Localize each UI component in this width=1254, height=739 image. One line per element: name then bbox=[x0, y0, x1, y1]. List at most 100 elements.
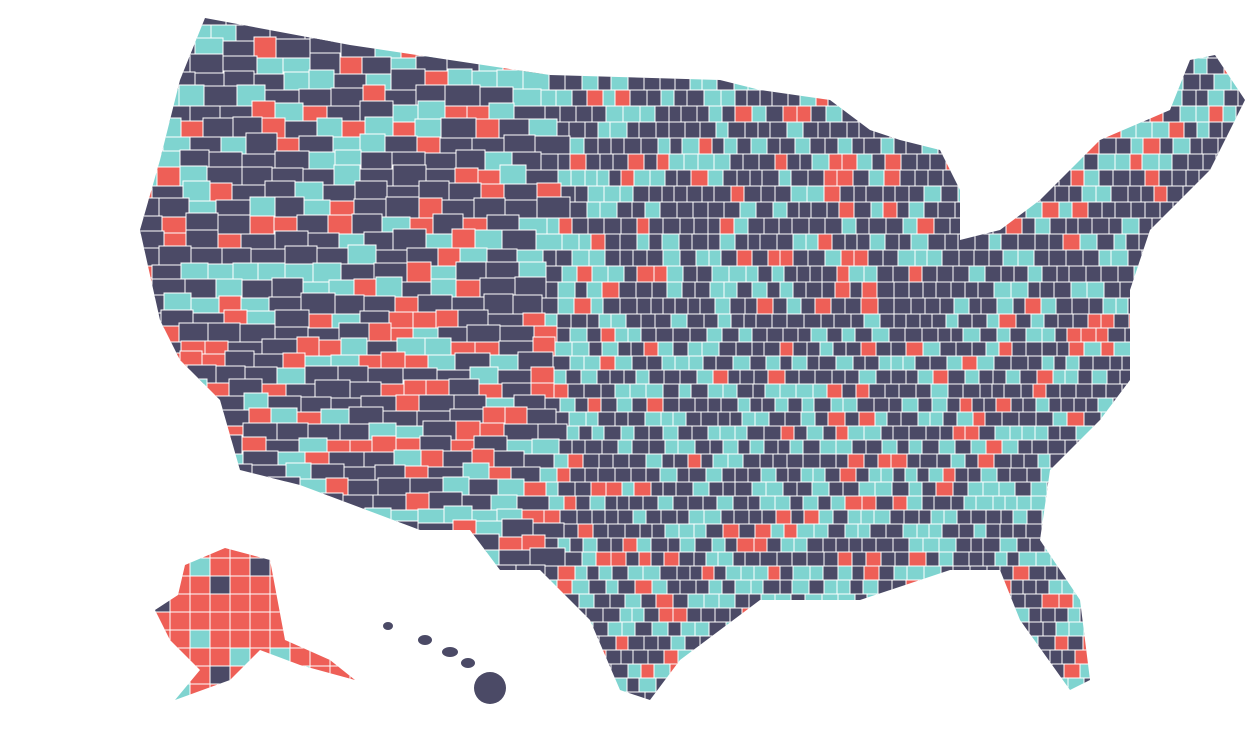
county bbox=[381, 593, 416, 609]
county bbox=[599, 355, 616, 371]
county bbox=[678, 397, 696, 413]
county bbox=[708, 249, 722, 267]
county bbox=[708, 105, 723, 123]
county bbox=[719, 217, 735, 235]
county bbox=[541, 297, 559, 315]
county bbox=[921, 25, 940, 43]
county bbox=[1067, 105, 1086, 123]
county bbox=[1011, 341, 1027, 357]
county bbox=[847, 509, 862, 525]
county bbox=[275, 38, 311, 59]
county bbox=[780, 425, 795, 441]
county bbox=[1213, 73, 1232, 91]
county bbox=[557, 281, 576, 299]
county bbox=[140, 57, 159, 75]
county bbox=[329, 665, 351, 685]
county bbox=[661, 41, 676, 59]
county bbox=[380, 351, 406, 371]
county bbox=[906, 57, 925, 75]
county bbox=[1130, 481, 1148, 497]
county bbox=[794, 137, 811, 155]
county bbox=[973, 523, 987, 539]
county bbox=[1109, 706, 1125, 720]
county bbox=[875, 341, 892, 357]
county bbox=[796, 105, 812, 123]
county bbox=[779, 341, 794, 357]
county bbox=[649, 169, 666, 187]
county bbox=[1053, 281, 1072, 299]
county bbox=[540, 153, 559, 171]
county bbox=[747, 495, 761, 511]
county bbox=[801, 691, 819, 700]
county bbox=[187, 490, 216, 511]
county bbox=[892, 41, 911, 59]
county bbox=[722, 523, 740, 539]
county bbox=[1155, 233, 1171, 251]
county bbox=[364, 507, 392, 525]
county bbox=[1180, 481, 1195, 497]
county bbox=[932, 691, 950, 700]
county bbox=[1174, 593, 1193, 609]
county bbox=[890, 453, 908, 469]
county bbox=[474, 229, 503, 251]
county bbox=[941, 249, 960, 267]
county bbox=[862, 18, 878, 27]
county bbox=[908, 649, 922, 665]
county bbox=[655, 677, 669, 693]
county bbox=[996, 593, 1012, 609]
county bbox=[831, 369, 846, 385]
county bbox=[1091, 369, 1108, 385]
county bbox=[977, 453, 995, 469]
county bbox=[330, 87, 364, 107]
county bbox=[605, 579, 619, 595]
county bbox=[1112, 663, 1126, 679]
county bbox=[932, 121, 951, 139]
county bbox=[927, 169, 944, 187]
county bbox=[610, 537, 624, 553]
county bbox=[1139, 691, 1155, 700]
county bbox=[916, 217, 935, 235]
county bbox=[846, 121, 860, 139]
county bbox=[1193, 425, 1209, 441]
county bbox=[559, 105, 577, 123]
county bbox=[819, 341, 834, 357]
county bbox=[349, 683, 355, 700]
county bbox=[734, 593, 750, 609]
county bbox=[683, 153, 699, 171]
county bbox=[334, 21, 368, 43]
county bbox=[751, 281, 768, 299]
county bbox=[1057, 313, 1074, 329]
county bbox=[864, 355, 880, 371]
county bbox=[908, 481, 923, 497]
county bbox=[1127, 509, 1146, 525]
county bbox=[664, 169, 678, 187]
county bbox=[796, 523, 815, 539]
county bbox=[1191, 593, 1208, 609]
county bbox=[441, 535, 470, 553]
county bbox=[1234, 565, 1245, 581]
county bbox=[891, 579, 907, 595]
county bbox=[388, 550, 424, 567]
county bbox=[893, 313, 907, 329]
county bbox=[207, 322, 241, 343]
county bbox=[289, 629, 311, 649]
county bbox=[998, 57, 1014, 75]
county bbox=[789, 495, 804, 511]
county bbox=[140, 152, 155, 171]
county bbox=[792, 57, 807, 75]
county bbox=[440, 117, 477, 139]
county bbox=[1142, 313, 1157, 329]
county bbox=[668, 105, 682, 123]
county bbox=[1114, 153, 1131, 171]
county bbox=[189, 647, 211, 667]
county bbox=[643, 607, 660, 623]
county bbox=[739, 369, 755, 385]
county bbox=[1246, 356, 1254, 370]
county bbox=[815, 89, 829, 107]
county bbox=[666, 265, 684, 283]
county bbox=[1136, 281, 1153, 299]
county bbox=[874, 677, 889, 693]
county bbox=[349, 611, 355, 631]
county bbox=[1058, 89, 1074, 107]
county bbox=[1095, 73, 1113, 91]
